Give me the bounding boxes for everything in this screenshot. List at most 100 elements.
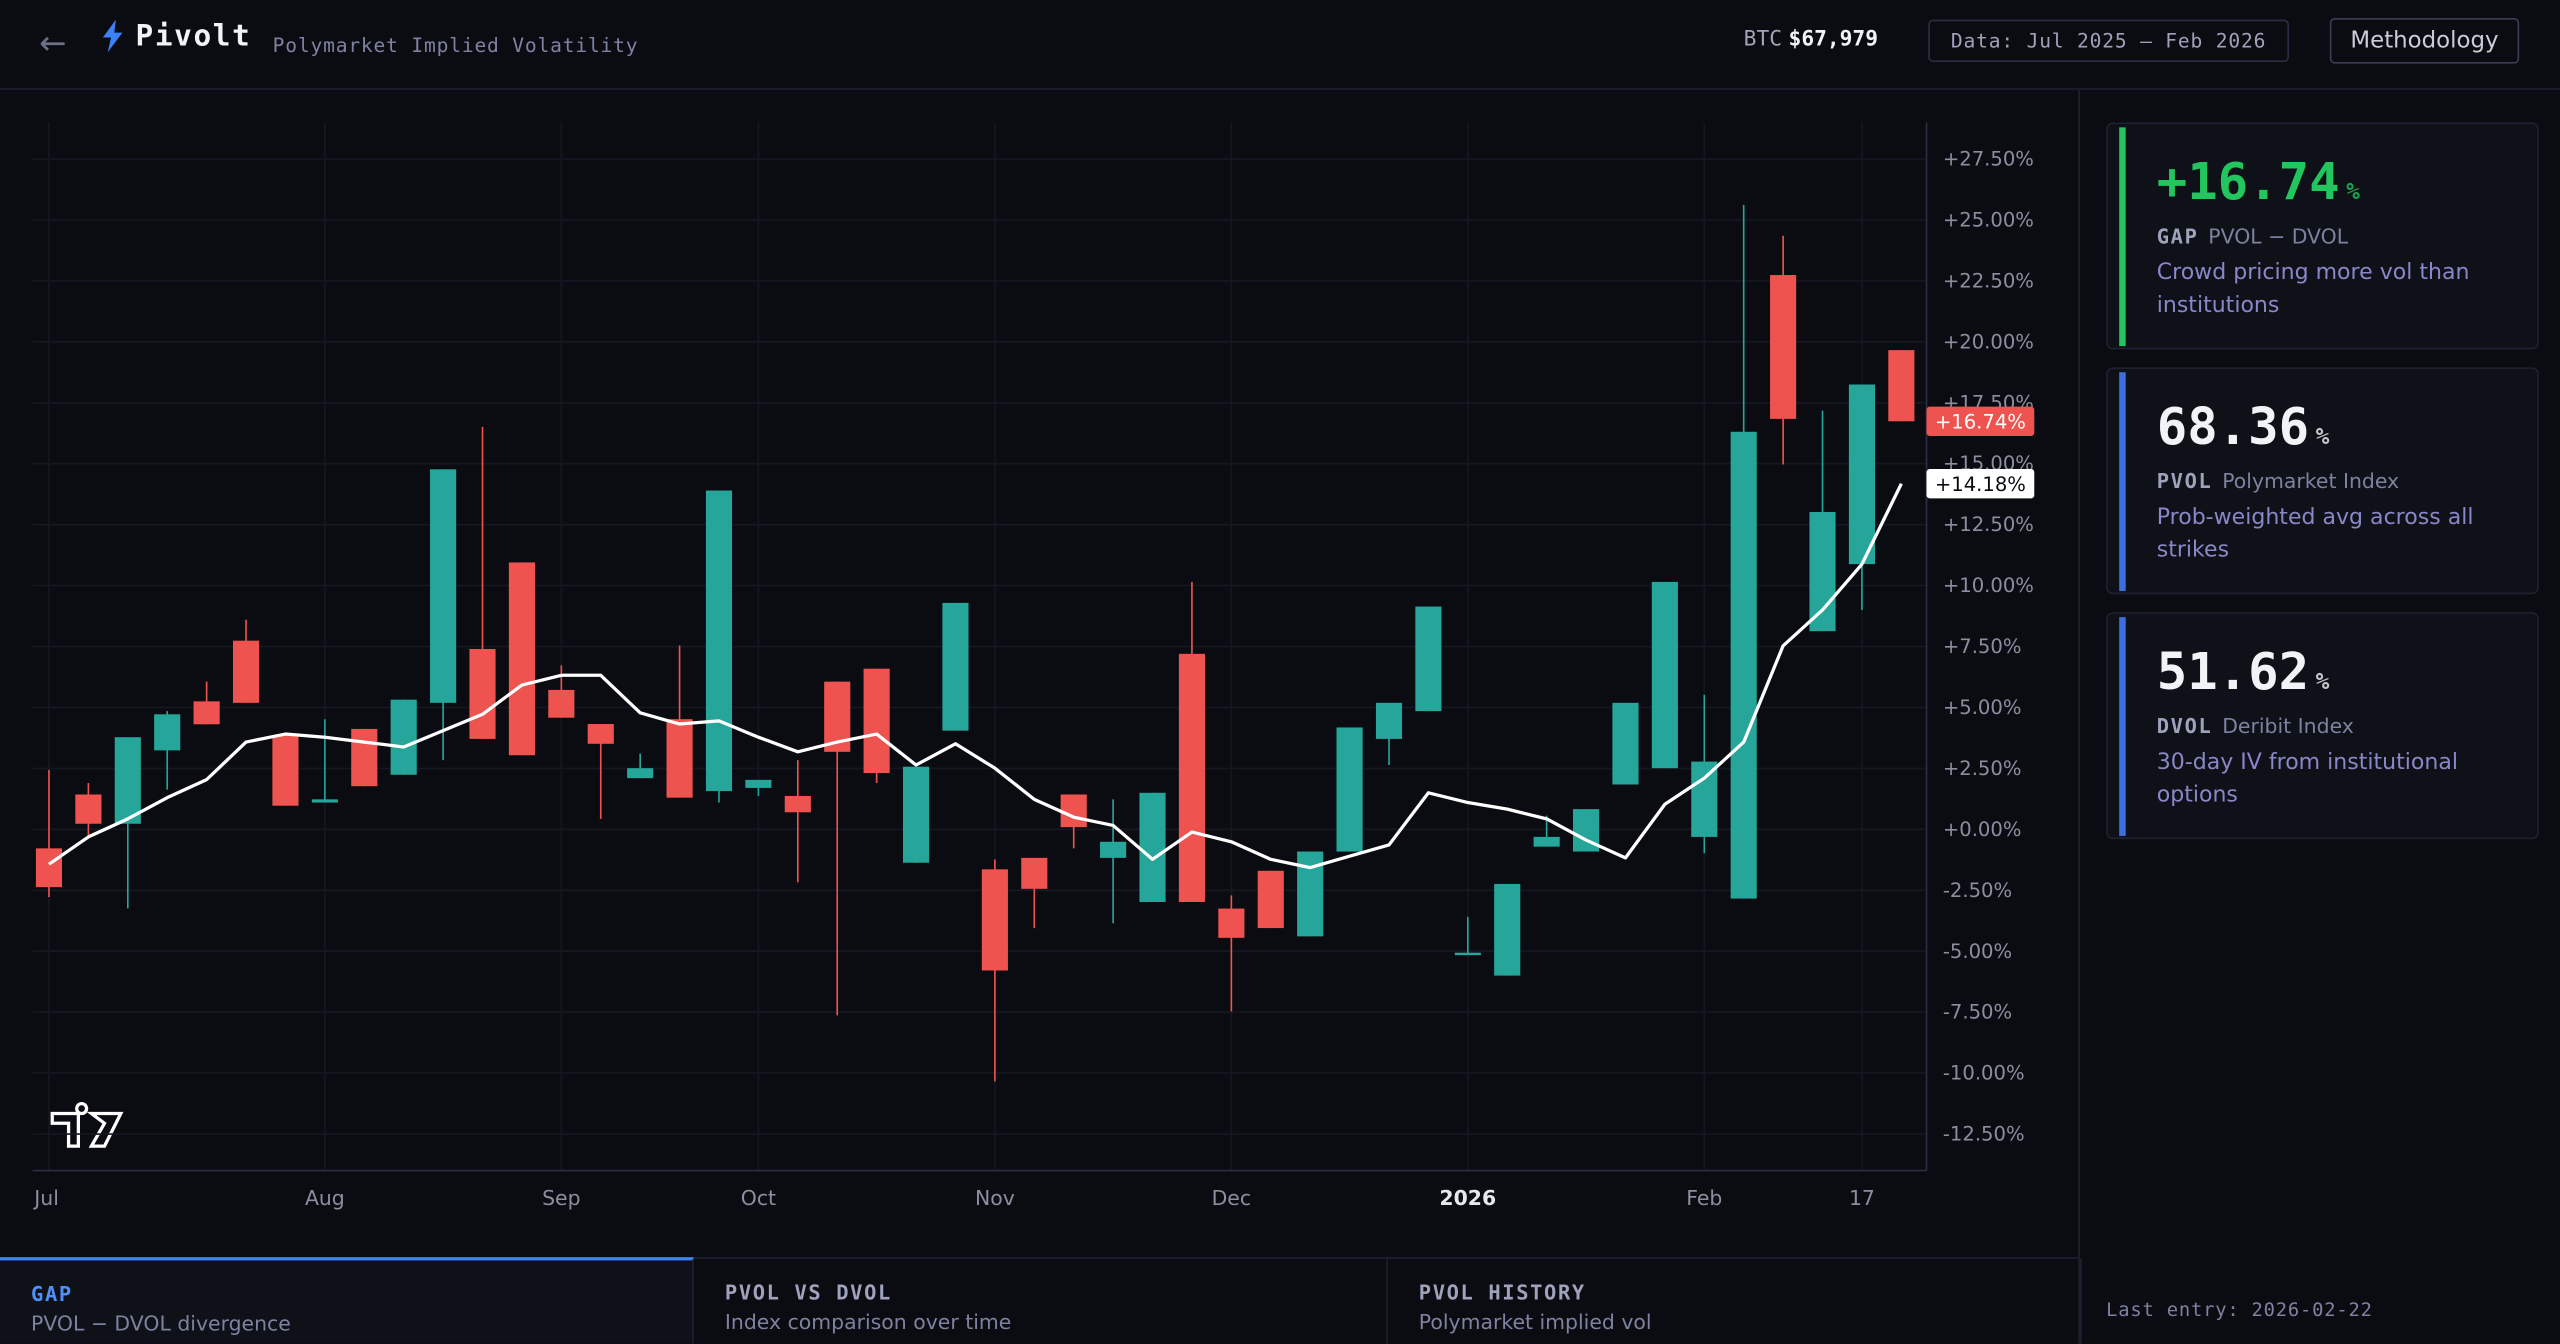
methodology-button[interactable]: Methodology [2329, 17, 2520, 64]
y-tick-label: +27.50% [1943, 148, 2034, 171]
candle-body [1178, 653, 1205, 902]
x-tick-label: Oct [741, 1186, 776, 1210]
y-tick-label: -5.00% [1943, 940, 2012, 963]
accent-bar [2119, 127, 2126, 347]
y-tick-label: -7.50% [1943, 1001, 2012, 1024]
tab-subtitle: Polymarket implied vol [1418, 1309, 1652, 1334]
y-tick-label: +7.50% [1943, 635, 2022, 658]
x-tick-label: Feb [1686, 1186, 1722, 1210]
candle-body [390, 699, 417, 775]
divider [2078, 89, 2080, 1344]
candle-body [1494, 883, 1521, 976]
tab-title: GAP [31, 1281, 73, 1307]
tab-title: PVOL HISTORY [1418, 1279, 1586, 1305]
candle-body [1336, 727, 1363, 852]
candle-body [1651, 581, 1678, 769]
x-tick-label: Aug [305, 1186, 345, 1210]
tab-subtitle: Index comparison over time [724, 1309, 1012, 1334]
candle-body [272, 735, 299, 806]
brand: Pivolt [135, 19, 252, 54]
price-tag-label: +16.74% [1935, 411, 2026, 434]
value: 51.62 [2156, 643, 2310, 703]
y-tick-label: +5.00% [1943, 696, 2022, 719]
candle-body [351, 728, 378, 787]
candle-body [1375, 702, 1403, 739]
subtitle: Polymarket Implied Volatility [272, 34, 639, 58]
tab-subtitle: PVOL − DVOL divergence [31, 1311, 291, 1336]
candle-body [114, 737, 141, 824]
candle-body [1218, 908, 1245, 938]
y-tick-label: +2.50% [1943, 757, 2022, 780]
accent-bar [2119, 617, 2126, 836]
y-tick-label: +22.50% [1943, 269, 2034, 292]
metric-value: 68.36% [2157, 398, 2330, 457]
metric-label: DVOL Deribit Index [2157, 713, 2354, 737]
candle-body [1060, 794, 1087, 828]
bolt-icon [102, 19, 123, 53]
tab[interactable]: PVOL VS DVOL Index comparison over time [694, 1258, 1388, 1344]
y-tick-label: +0.00% [1943, 818, 2022, 841]
candle-body [1730, 431, 1757, 899]
candle-body [1770, 275, 1797, 419]
value: +16.74 [2156, 153, 2340, 213]
tab[interactable]: PVOL HISTORY Polymarket implied vol [1388, 1258, 2082, 1344]
candle-body [627, 768, 654, 779]
candle-body [587, 724, 614, 744]
metric-name: Deribit Index [2222, 713, 2354, 738]
unit: % [2315, 424, 2330, 451]
candle-body [784, 795, 811, 813]
candle-body [1415, 606, 1442, 712]
metric-card: 68.36% PVOL Polymarket Index Prob-weighted … [2106, 367, 2539, 595]
btc-price: BTC $67,979 [1744, 28, 1878, 52]
x-tick-label: Dec [1212, 1186, 1251, 1210]
candle-body [1612, 702, 1639, 785]
back-button[interactable]: ← [39, 22, 67, 63]
candle-body [193, 701, 220, 725]
tv-logo [50, 1102, 124, 1148]
candle-body [311, 799, 338, 803]
candle-body [863, 668, 890, 774]
tab-title: PVOL VS DVOL [724, 1279, 892, 1305]
y-tick-label: -2.50% [1943, 879, 2012, 902]
candle-body [1691, 761, 1718, 837]
price-tag [1926, 406, 2035, 436]
x-tick-label: 2026 [1439, 1186, 1496, 1210]
candle-body [548, 689, 575, 718]
x-tick-label: Jul [32, 1186, 59, 1210]
metric-value: 51.62% [2157, 643, 2330, 702]
candle-body [1454, 952, 1481, 956]
price-tag-label: +14.18% [1935, 473, 2026, 496]
y-tick-label: +25.00% [1943, 208, 2034, 231]
price-tag [1926, 469, 2035, 499]
candle-body [35, 848, 63, 888]
candle-body [745, 779, 772, 788]
candle-body [469, 648, 496, 739]
tab[interactable]: GAP PVOL − DVOL divergence [0, 1257, 694, 1344]
candle-body [705, 490, 733, 792]
y-tick-label: +20.00% [1943, 330, 2034, 353]
y-tick-label: -10.00% [1943, 1062, 2025, 1085]
metric-label: GAP PVOL − DVOL [2157, 224, 2348, 248]
last-entry: Last entry: 2026-02-22 [2106, 1297, 2373, 1321]
candle-body [1848, 384, 1876, 565]
candle-body [1533, 836, 1560, 847]
x-tick-label: 17 [1849, 1186, 1875, 1210]
data-range: Data: Jul 2025 – Feb 2026 [1928, 19, 2289, 63]
candle-body [1100, 841, 1127, 858]
metric-key: DVOL [2156, 713, 2213, 738]
candle-body [1257, 870, 1284, 929]
metric-desc: 30-day IV from institutional options [2156, 749, 2458, 809]
line [48, 482, 1903, 870]
metric-label: PVOL Polymarket Index [2157, 469, 2399, 493]
metric-card: 51.62% DVOL Deribit Index 30-day IV from in… [2106, 612, 2539, 840]
candle-body [981, 869, 1008, 971]
y-tick-label: -12.50% [1943, 1123, 2025, 1146]
candle-body [942, 602, 969, 731]
metric-value: +16.74% [2157, 153, 2360, 212]
btc-label: BTC [1743, 27, 1783, 53]
candle-body [902, 766, 930, 863]
metric-name: Polymarket Index [2222, 468, 2400, 494]
metric-desc: Crowd pricing more vol than institutions [2156, 259, 2470, 319]
metric-key: GAP [2156, 223, 2199, 249]
